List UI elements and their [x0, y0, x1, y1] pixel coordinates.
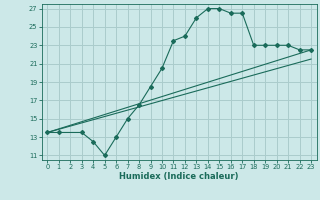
X-axis label: Humidex (Indice chaleur): Humidex (Indice chaleur)	[119, 172, 239, 181]
